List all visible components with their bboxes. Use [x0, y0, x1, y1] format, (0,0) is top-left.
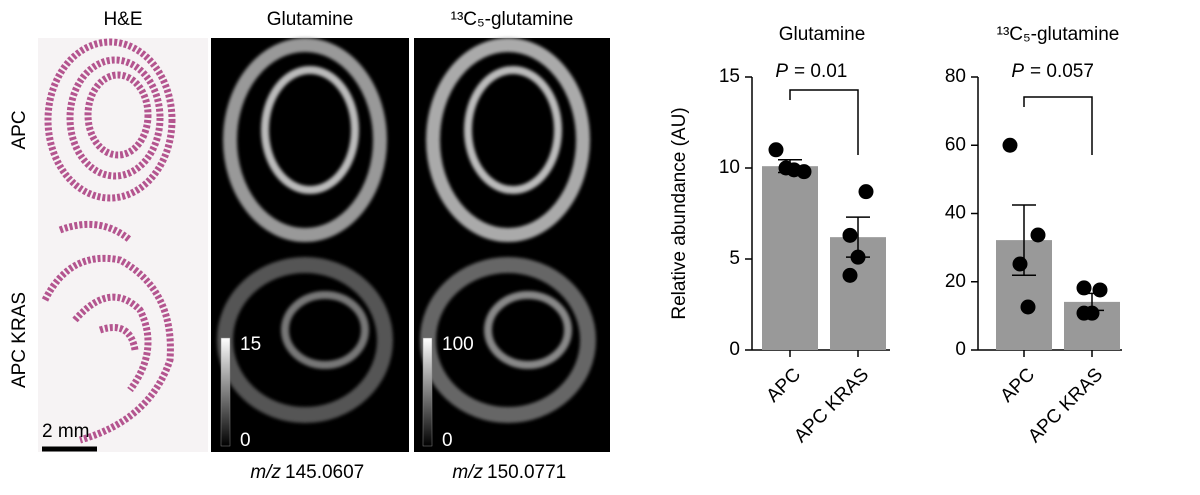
data-point [1076, 305, 1092, 321]
chart-title: ¹³C₅-glutamine [997, 24, 1120, 45]
msi-image-glutamine [211, 38, 409, 452]
data-point [1002, 137, 1018, 153]
mz-value: 150.0771 [487, 462, 566, 483]
y-tick-label: 0 [955, 339, 966, 360]
mz-value: 145.0607 [285, 462, 364, 483]
chart-title: Glutamine [779, 24, 866, 45]
mz-unit: m/z [452, 462, 483, 483]
colorbar-max: 100 [442, 334, 474, 355]
y-tick-label: 0 [729, 339, 740, 360]
data-point [842, 267, 858, 283]
p-value: = 0.01 [794, 61, 847, 82]
data-point [768, 142, 784, 158]
p-label: P [1011, 61, 1024, 82]
p-value: = 0.057 [1030, 61, 1094, 82]
y-tick-label: 5 [729, 248, 740, 269]
y-tick-label: 80 [945, 66, 966, 87]
colorbar-min: 0 [240, 430, 251, 451]
p-label: P [775, 61, 788, 82]
y-tick-label: 60 [945, 134, 966, 155]
row-label: APC [9, 110, 30, 149]
panel-title: Glutamine [267, 9, 354, 30]
x-tick-label: APC KRAS [790, 364, 873, 447]
y-tick-label: 10 [719, 157, 740, 178]
significance-bracket [1023, 96, 1093, 155]
data-point [786, 162, 802, 178]
data-point [1092, 282, 1108, 298]
he-image [38, 38, 208, 452]
y-axis-label: Relative abundance (AU) [669, 107, 690, 319]
colorbar-max: 15 [240, 334, 261, 355]
y-tick-label: 15 [719, 66, 740, 87]
panel-title: ¹³C₅-glutamine [451, 9, 574, 30]
scale-bar-label: 2 mm [42, 421, 90, 442]
panel-title: H&E [103, 9, 142, 30]
data-point [858, 184, 874, 200]
y-tick-label: 40 [945, 203, 966, 224]
colorbar-min: 0 [442, 430, 453, 451]
mz-unit: m/z [250, 462, 281, 483]
x-tick-label: APC [763, 364, 805, 406]
data-point [1030, 227, 1046, 243]
data-point [1076, 280, 1092, 296]
x-tick-label: APC [997, 364, 1039, 406]
bar [762, 166, 818, 350]
data-point [842, 227, 858, 243]
data-point [850, 249, 866, 265]
data-point [1020, 299, 1036, 315]
data-point [1012, 256, 1028, 272]
y-tick-label: 20 [945, 271, 966, 292]
significance-bracket [789, 89, 859, 155]
x-tick-label: APC KRAS [1024, 364, 1107, 447]
msi-image-13c5-glutamine [414, 38, 610, 452]
row-label: APC KRAS [9, 292, 30, 388]
